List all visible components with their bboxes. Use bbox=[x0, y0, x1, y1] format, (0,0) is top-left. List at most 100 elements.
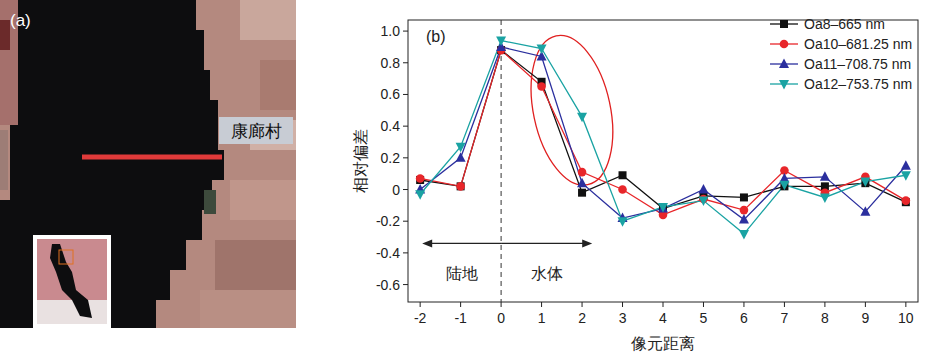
place-label-box bbox=[219, 117, 293, 144]
arrow-head bbox=[422, 239, 432, 247]
land-patch bbox=[200, 290, 296, 328]
place-label: 康廊村 bbox=[231, 122, 282, 141]
chart: -0.6-0.4-0.200.20.40.60.81.0-2-101234567… bbox=[352, 16, 918, 352]
y-tick-label: 0 bbox=[392, 182, 400, 198]
x-axis-label: 像元距离 bbox=[631, 335, 695, 352]
y-tick bbox=[403, 189, 408, 190]
legend-marker bbox=[780, 40, 789, 49]
land-area bbox=[0, 0, 296, 328]
y-tick-label: 0.8 bbox=[381, 55, 401, 71]
x-tick bbox=[865, 302, 866, 307]
legend-marker bbox=[779, 80, 789, 90]
x-tick-label: -2 bbox=[414, 310, 427, 326]
x-tick-label: 4 bbox=[659, 310, 667, 326]
x-tick-label: 2 bbox=[578, 310, 586, 326]
x-tick-label: 3 bbox=[619, 310, 627, 326]
x-tick bbox=[905, 302, 906, 307]
land-patch bbox=[230, 180, 296, 220]
inset-map bbox=[37, 300, 107, 324]
data-point bbox=[619, 171, 627, 179]
x-tick bbox=[582, 302, 583, 307]
panel-label: (a) bbox=[10, 11, 31, 30]
legend-label: Oa8–665 nm bbox=[804, 16, 885, 32]
x-tick bbox=[784, 302, 785, 307]
data-point bbox=[537, 82, 546, 91]
data-point bbox=[779, 181, 789, 191]
series-line bbox=[420, 50, 906, 215]
x-tick bbox=[541, 302, 542, 307]
inset-frame bbox=[33, 235, 111, 328]
data-point bbox=[457, 182, 465, 190]
x-tick bbox=[743, 302, 744, 307]
plot-area bbox=[415, 37, 911, 240]
y-tick bbox=[403, 94, 408, 95]
data-point bbox=[578, 168, 587, 177]
land-patch bbox=[260, 60, 296, 110]
y-tick bbox=[403, 157, 408, 158]
y-tick bbox=[403, 221, 408, 222]
legend-label: Oa11–708.75 nm bbox=[804, 56, 911, 72]
shore-strip bbox=[0, 130, 8, 190]
data-point bbox=[618, 185, 627, 194]
x-tick bbox=[420, 302, 421, 307]
boundary-line bbox=[501, 20, 502, 302]
data-point bbox=[860, 178, 870, 188]
legend-label: Oa12–753.75 nm bbox=[804, 76, 912, 92]
y-tick bbox=[403, 31, 408, 32]
data-point bbox=[739, 214, 749, 224]
x-tick-label: 10 bbox=[898, 310, 914, 326]
y-tick bbox=[403, 126, 408, 127]
data-point bbox=[416, 174, 425, 183]
legend-marker bbox=[779, 59, 789, 69]
data-point bbox=[740, 206, 749, 215]
annotations: 陆地水体 bbox=[422, 20, 625, 302]
shore-strip bbox=[0, 20, 10, 50]
y-tick bbox=[403, 252, 408, 253]
legend: Oa8–665 nm Oa10–681.25 nm Oa11–708.75 nm Oa… bbox=[770, 16, 912, 92]
region-label: 陆地 bbox=[446, 265, 478, 282]
y-tick-label: 0.6 bbox=[381, 86, 401, 102]
x-tick-label: 9 bbox=[861, 310, 869, 326]
y-tick-label: 0.2 bbox=[381, 150, 401, 166]
x-tick-label: 5 bbox=[700, 310, 708, 326]
y-tick-label: 1.0 bbox=[381, 23, 401, 39]
data-point bbox=[860, 206, 870, 216]
x-tick-label: 0 bbox=[497, 310, 505, 326]
data-point bbox=[456, 143, 466, 153]
panel-label: (b) bbox=[426, 28, 446, 45]
y-tick-label: 0.4 bbox=[381, 118, 401, 134]
y-tick bbox=[403, 284, 408, 285]
x-tick bbox=[663, 302, 664, 307]
x-tick-label: 8 bbox=[821, 310, 829, 326]
data-point bbox=[496, 37, 506, 47]
data-point bbox=[901, 171, 911, 181]
series-line bbox=[420, 50, 906, 208]
highlight-ellipse bbox=[519, 28, 626, 193]
x-tick bbox=[501, 302, 502, 307]
data-point bbox=[901, 160, 911, 170]
data-point bbox=[698, 184, 708, 194]
data-point bbox=[820, 171, 830, 181]
legend-label: Oa10–681.25 nm bbox=[804, 36, 912, 52]
data-point bbox=[415, 190, 425, 200]
y-tick-label: -0.6 bbox=[376, 277, 400, 293]
shore-patch bbox=[204, 190, 216, 214]
x-tick bbox=[703, 302, 704, 307]
arrow-head bbox=[582, 239, 592, 247]
data-point bbox=[740, 193, 748, 201]
x-tick bbox=[824, 302, 825, 307]
data-point bbox=[658, 203, 668, 213]
x-tick bbox=[460, 302, 461, 307]
y-tick bbox=[403, 62, 408, 63]
x-tick-label: -1 bbox=[454, 310, 467, 326]
data-point bbox=[658, 203, 668, 213]
data-point bbox=[577, 178, 587, 188]
x-tick bbox=[622, 302, 623, 307]
data-point bbox=[456, 152, 466, 162]
water-area bbox=[0, 0, 224, 328]
data-point bbox=[456, 182, 465, 191]
land-patch bbox=[240, 0, 296, 40]
land-patch bbox=[215, 240, 296, 290]
inset-lake bbox=[50, 244, 92, 318]
data-point bbox=[902, 196, 911, 205]
